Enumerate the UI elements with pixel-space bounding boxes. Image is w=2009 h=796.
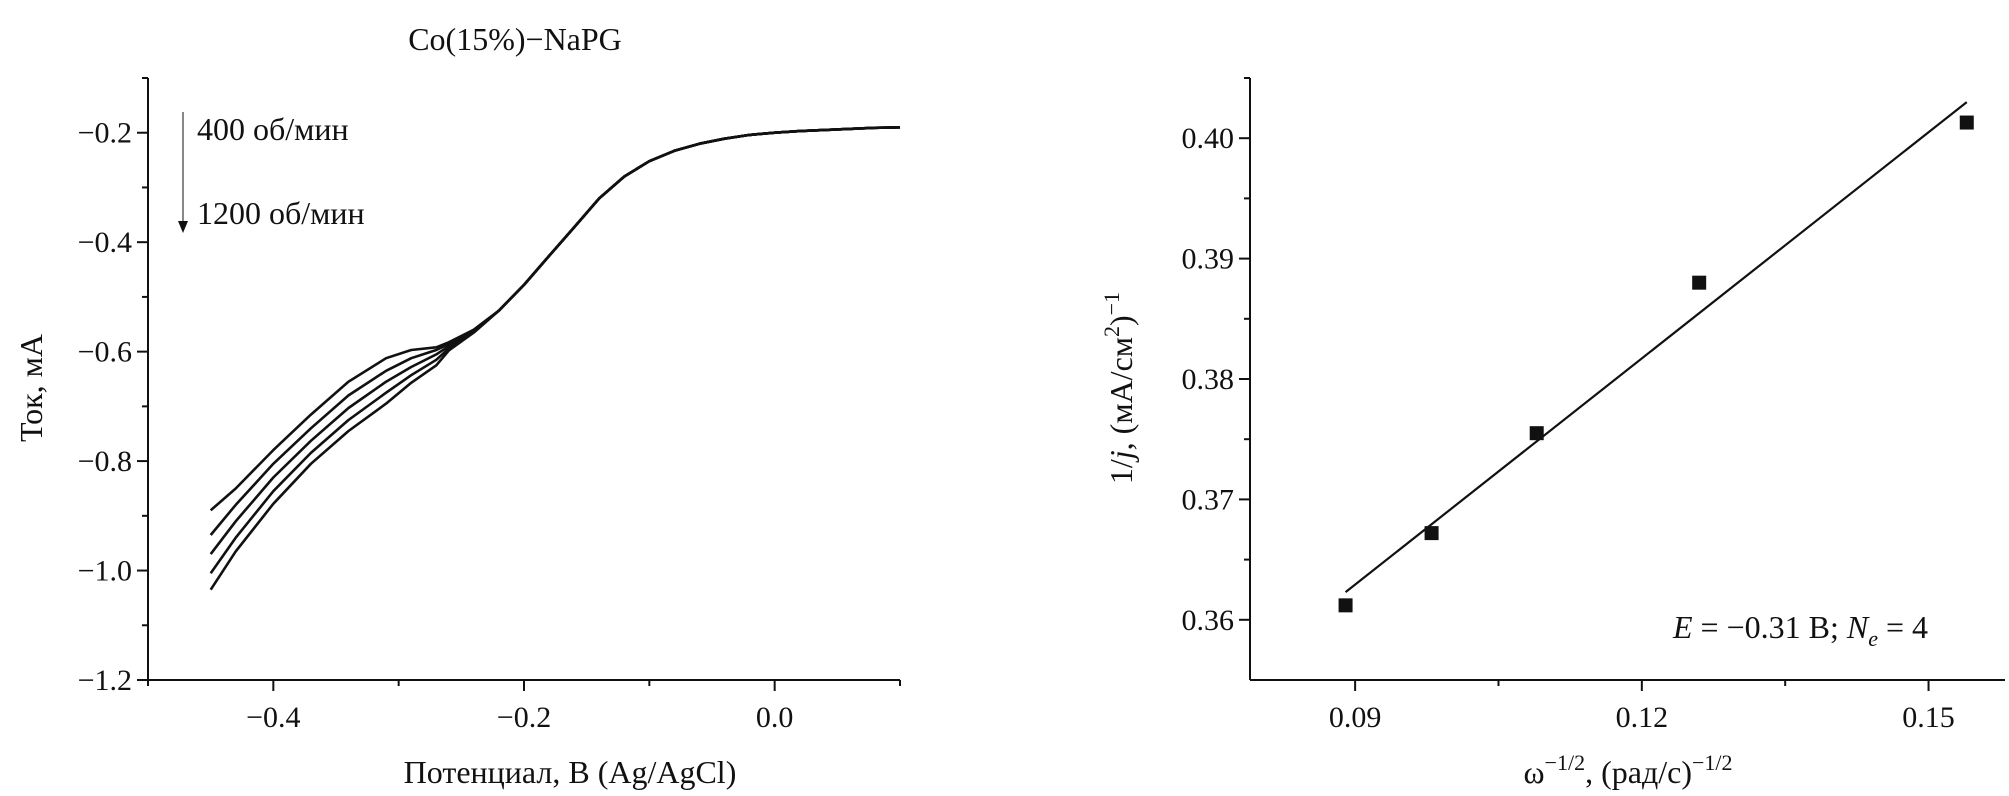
left-series-lines bbox=[209, 126, 901, 591]
series-line-1 bbox=[209, 126, 901, 512]
left-y-axis-title: Ток, мА bbox=[13, 334, 49, 442]
right-x-tick-label: 0.12 bbox=[1616, 701, 1669, 734]
left-y-ticks: −0.2 −0.4 −0.6 −0.8 −1.0 −1.2 bbox=[78, 77, 148, 697]
left-x-axis-title: Потенциал, В (Ag/AgCl) bbox=[404, 754, 737, 790]
left-x-ticks: −0.4 −0.2 0.0 bbox=[147, 680, 901, 734]
series-line-2 bbox=[209, 126, 901, 536]
right-y-tick-label: 0.40 bbox=[1182, 122, 1235, 155]
right-y-tick-label: 0.37 bbox=[1182, 483, 1235, 516]
left-x-tick-label: −0.4 bbox=[246, 701, 300, 734]
right-x-tick-label: 0.09 bbox=[1329, 701, 1382, 734]
series-line-3 bbox=[209, 126, 901, 555]
right-y-ticks: 0.36 0.37 0.38 0.39 0.40 bbox=[1182, 77, 1250, 637]
right-data-points bbox=[1338, 115, 1974, 613]
data-point bbox=[1424, 526, 1439, 541]
right-y-tick-label: 0.38 bbox=[1182, 363, 1235, 396]
left-chart-title: Co(15%)−NaPG bbox=[408, 21, 622, 57]
rpm-label-bottom: 1200 об/мин bbox=[197, 195, 365, 231]
right-y-axis-title: 1/j, (мА/см2)−1 bbox=[1099, 292, 1139, 484]
right-x-tick-label: 0.15 bbox=[1902, 701, 1955, 734]
right-x-ticks: 0.09 0.12 0.15 bbox=[1329, 680, 1955, 734]
right-x-axis-title: ω−1/2, (рад/с)−1/2 bbox=[1523, 750, 1732, 790]
data-point bbox=[1692, 275, 1707, 290]
left-y-tick-label: −0.2 bbox=[78, 117, 132, 150]
right-fit-line bbox=[1344, 101, 1968, 593]
data-point bbox=[1959, 115, 1974, 130]
left-y-tick-label: −0.8 bbox=[78, 445, 132, 478]
series-line-5 bbox=[209, 126, 901, 591]
right-annotation: E = −0.31 В; Ne = 4 bbox=[1672, 609, 1928, 651]
left-x-tick-label: 0.0 bbox=[756, 701, 794, 734]
left-y-tick-label: −1.2 bbox=[78, 664, 132, 697]
left-x-tick-label: −0.2 bbox=[497, 701, 551, 734]
rpm-arrow-head-icon bbox=[178, 221, 188, 233]
right-y-tick-label: 0.36 bbox=[1182, 604, 1235, 637]
left-y-tick-label: −1.0 bbox=[78, 555, 132, 588]
left-y-tick-label: −0.6 bbox=[78, 336, 132, 369]
chart-right-koutecky-levich: 0.09 0.12 0.15 0.36 0.37 0.38 0.39 0.40 ω−1/2,… bbox=[1099, 77, 2005, 790]
fit-line bbox=[1344, 101, 1968, 593]
right-y-tick-label: 0.39 bbox=[1182, 243, 1235, 276]
rpm-label-top: 400 об/мин bbox=[197, 111, 349, 147]
chart-left-rde-curves: −0.4 −0.2 0.0 −0.2 −0.4 −0.6 −0.8 −1.0 −1.2 Co(… bbox=[13, 21, 901, 790]
data-point bbox=[1338, 598, 1353, 613]
left-y-tick-label: −0.4 bbox=[78, 226, 132, 259]
data-point bbox=[1529, 426, 1544, 441]
